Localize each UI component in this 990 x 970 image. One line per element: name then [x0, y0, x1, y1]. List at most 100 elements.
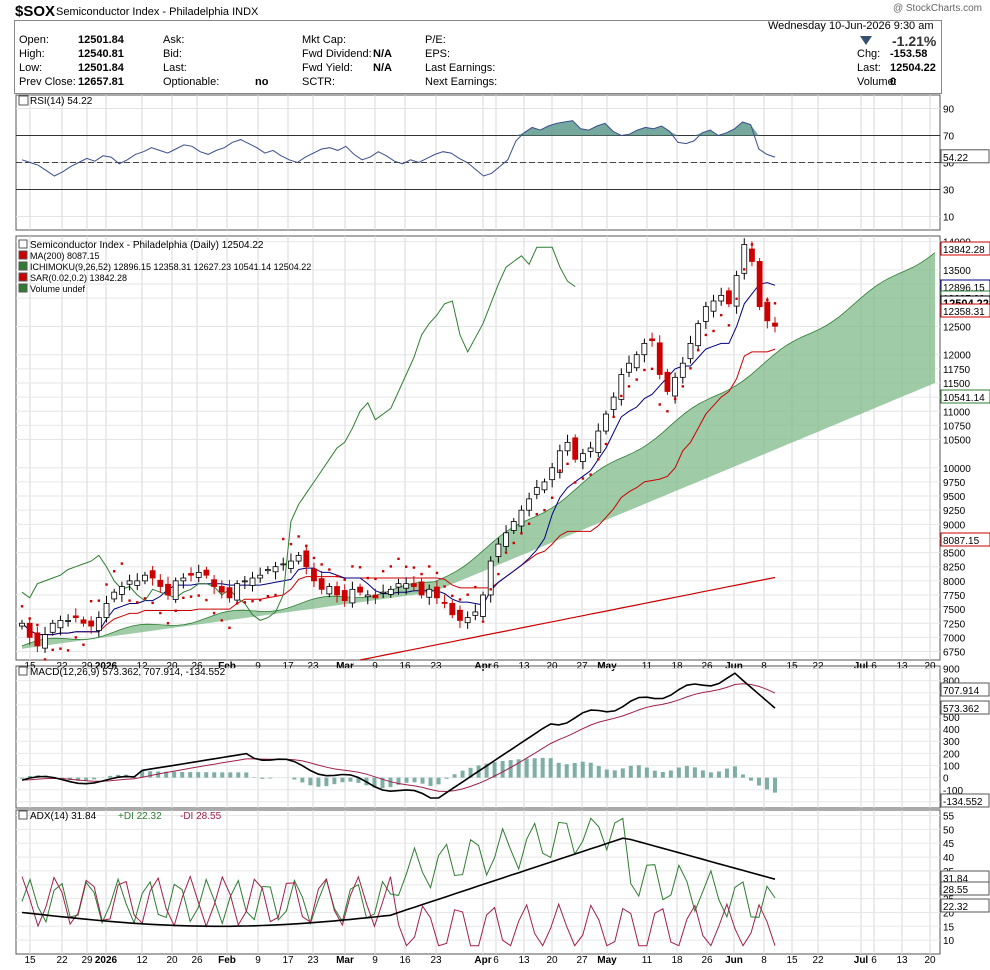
date-tick-label: 23	[307, 955, 319, 966]
sar-dot	[358, 566, 362, 569]
candle-body	[518, 509, 525, 527]
sar-dot	[527, 522, 531, 525]
macd-histogram-bar	[732, 766, 737, 778]
candle-body	[341, 590, 348, 602]
candle-body	[203, 569, 210, 576]
macd-histogram-bar	[773, 777, 777, 793]
candle-body	[764, 301, 771, 322]
price-tick-label: 12500	[943, 322, 971, 333]
candle-body	[349, 588, 356, 604]
quote-value: 12504.22	[890, 62, 936, 74]
ma-legend: MA(200) 8087.15	[30, 251, 100, 261]
price-tick-label: 10500	[943, 436, 971, 447]
down-arrow-icon	[860, 36, 872, 45]
ichimoku-legend: ICHIMOKU(9,26,52) 12896.15 12358.31 1262…	[30, 262, 311, 272]
macd-histogram-bar	[724, 768, 729, 778]
candle-body	[695, 323, 702, 347]
sar-dot	[159, 611, 162, 615]
candle-body	[241, 580, 248, 583]
price-flag-value: 8087.15	[943, 536, 980, 547]
candle-body	[295, 555, 302, 562]
macd-histogram-bar	[692, 767, 697, 778]
quote-value: 12501.84	[78, 34, 124, 46]
rsi-tick-label: 70	[943, 132, 955, 143]
date-tick-label: 13	[896, 955, 908, 966]
candle-body	[549, 467, 556, 481]
candle-body	[318, 578, 325, 590]
sar-dot	[282, 537, 285, 541]
candle-body	[572, 437, 579, 460]
sar-dot	[512, 541, 515, 545]
candle-body	[65, 620, 72, 622]
date-tick-label: 15	[24, 955, 36, 966]
candle-body	[195, 571, 202, 578]
quote-header: $SOX Semiconductor Index - Philadelphia …	[0, 0, 990, 94]
price-tick-label: 13500	[943, 266, 971, 277]
sar-dot	[612, 415, 615, 419]
minus-di-legend: -DI 28.55	[180, 811, 222, 822]
candle-body	[311, 568, 317, 582]
brand-watermark: @ StockCharts.com	[892, 3, 982, 14]
macd-histogram-bar	[412, 777, 417, 783]
sar-dot	[66, 649, 70, 652]
macd-legend-box	[18, 666, 28, 676]
sar-dot	[59, 647, 62, 650]
sar-dot	[266, 594, 270, 598]
candle-body	[564, 441, 571, 452]
sar-dot	[289, 542, 293, 546]
macd-tick-label: 0	[943, 774, 949, 785]
price-tick-label: 12000	[943, 351, 971, 362]
quote-label: Next Earnings:	[425, 76, 498, 88]
date-tick-label: Feb	[218, 661, 236, 672]
quote-label: P/E:	[425, 34, 446, 46]
candle-body	[533, 487, 540, 495]
macd-tick-label: 400	[943, 725, 960, 736]
chikou-line	[21, 246, 576, 621]
macd-histogram-bar	[140, 770, 145, 778]
sar-dot	[550, 496, 554, 499]
sar-dot	[681, 385, 684, 388]
sar-dot	[658, 403, 661, 406]
macd-histogram-bar	[508, 760, 513, 778]
rsi-overbought-fill	[22, 120, 775, 136]
sar-dot	[443, 585, 446, 588]
candle-body	[441, 601, 448, 604]
candle-body	[741, 244, 748, 274]
macd-histogram-bar	[756, 777, 761, 786]
candle-body	[587, 447, 594, 452]
date-tick-label: 9	[372, 955, 378, 966]
price-tick-label: 8500	[943, 549, 966, 560]
candle-body	[272, 566, 279, 573]
rsi-tick-label: 30	[943, 186, 955, 197]
rsi-last-value: 54.22	[943, 153, 968, 164]
sar-dot	[335, 574, 339, 578]
candle-body	[641, 343, 648, 356]
macd-flag-box	[940, 700, 990, 715]
sar-dot	[404, 565, 408, 568]
macd-histogram-bar	[620, 768, 625, 778]
macd-histogram-bar	[460, 770, 465, 778]
sar-dot	[712, 329, 715, 333]
macd-histogram-bar	[76, 777, 81, 781]
sar-dot	[97, 599, 101, 602]
macd-histogram-bar	[748, 777, 753, 781]
sar-dot	[481, 620, 485, 623]
minus-di-line	[21, 874, 776, 947]
adx-tick-label: 15	[943, 922, 955, 933]
quote-label: Mkt Cap:	[302, 34, 347, 46]
price-flag-box	[940, 389, 990, 404]
candle-body	[633, 354, 640, 369]
sar-dot	[750, 243, 754, 246]
sar-dot	[581, 477, 585, 480]
date-tick-label: Jun	[725, 955, 743, 966]
sar-dot	[113, 570, 116, 573]
date-tick-label: 15	[786, 661, 798, 672]
quote-value: N/A	[373, 48, 392, 60]
sar-dot	[743, 268, 746, 271]
candle-body	[426, 588, 433, 598]
sar-dot	[627, 385, 631, 388]
macd-histogram-bar	[308, 777, 313, 786]
quote-value: N/A	[373, 62, 392, 74]
candle-body	[595, 430, 602, 453]
